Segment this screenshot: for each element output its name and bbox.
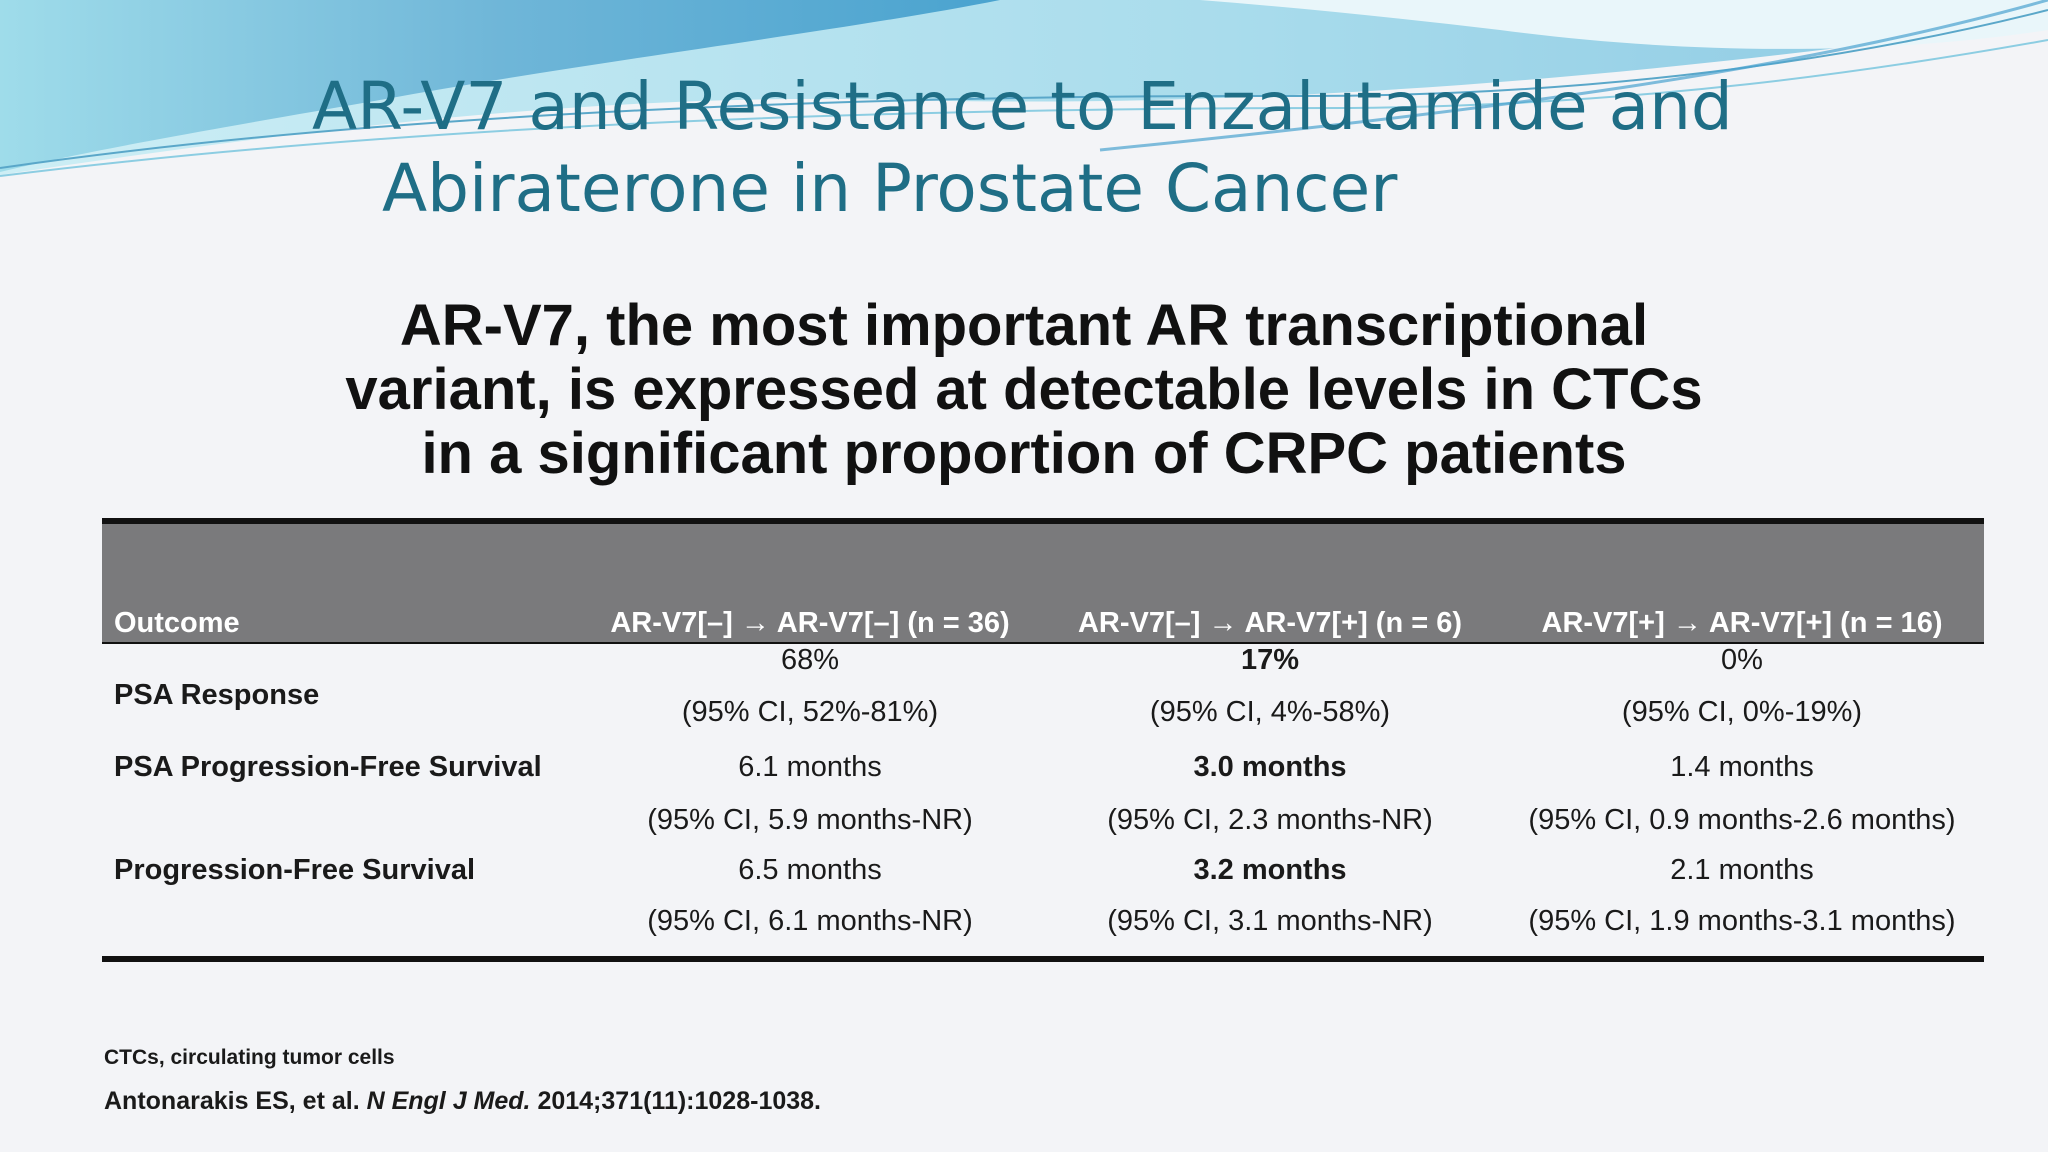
table-cell: 3.2 months — [1193, 853, 1347, 886]
table-cell: (95% CI, 0.9 months-2.6 months) — [1528, 803, 1956, 836]
table-cell: (95% CI, 3.1 months-NR) — [1040, 887, 1500, 962]
header-wave-decoration — [0, 0, 2048, 177]
subtitle-line-3: in a significant proportion of CRPC pati… — [421, 421, 1627, 486]
table-cell: (95% CI, 52%-81%) — [681, 695, 939, 728]
footnote: CTCs, circulating tumor cells — [104, 1046, 395, 1069]
subtitle-line-1: AR-V7, the most important AR transcripti… — [399, 293, 1649, 358]
table-cell: 17% — [1240, 644, 1300, 676]
slide-title-line-2: Abiraterone in Prostate Cancer — [382, 150, 1398, 227]
table-cell: 0% — [1721, 644, 1763, 676]
header-group-neg-pos: AR-V7[–] → AR-V7[+] (n = 6) — [1040, 518, 1500, 644]
citation-authors: Antonarakis ES, et al. — [104, 1087, 367, 1115]
table-cell: (95% CI, 0%-19%) — [1621, 695, 1863, 728]
table-cell: 1.4 months — [1670, 750, 1814, 783]
table-row-pfs: Progression-Free Survival 6.5 months 3.2… — [102, 853, 1984, 887]
row-label-pfs: Progression-Free Survival — [114, 853, 476, 886]
row-label-psa-response: PSA Response — [114, 679, 320, 711]
row-label-psa-pfs: PSA Progression-Free Survival — [114, 750, 542, 783]
table-cell: 6.5 months — [738, 853, 882, 886]
header-group-pos-pos: AR-V7[+] → AR-V7[+] (n = 16) — [1500, 518, 1984, 644]
table-cell: 68% — [780, 644, 840, 676]
table-row-psa-response: PSA Response 68% 17% 0% — [102, 643, 1984, 711]
table-row-psa-pfs-ci: (95% CI, 5.9 months-NR) (95% CI, 2.3 mon… — [102, 787, 1984, 853]
table-cell: 6.1 months — [738, 750, 882, 783]
table-row-psa-response-ci: (95% CI, 52%-81%) (95% CI, 4%-58%) (95% … — [102, 677, 1984, 747]
table-cell: 3.0 months — [1193, 750, 1347, 783]
table-cell: 2.1 months — [1670, 853, 1814, 886]
table-row-pfs-ci: (95% CI, 6.1 months-NR) (95% CI, 3.1 mon… — [102, 887, 1984, 962]
slide-subtitle: AR-V7, the most important AR transcripti… — [300, 294, 1748, 486]
header-outcome: Outcome — [102, 518, 580, 644]
outcomes-table: Outcome AR-V7[–] → AR-V7[–] (n = 36) AR-… — [102, 518, 1984, 962]
table-cell: (95% CI, 5.9 months-NR) — [647, 803, 973, 836]
table-cell: (95% CI, 4%-58%) — [1149, 695, 1391, 728]
table-cell: (95% CI, 6.1 months-NR) — [580, 887, 1040, 962]
citation-details: 2014;371(11):1028-1038. — [530, 1087, 822, 1115]
table-cell-empty — [102, 787, 580, 853]
header-group-neg-neg: AR-V7[–] → AR-V7[–] (n = 36) — [580, 518, 1040, 644]
table-row-psa-pfs: PSA Progression-Free Survival 6.1 months… — [102, 747, 1984, 787]
subtitle-line-2: variant, is expressed at detectable leve… — [345, 357, 1703, 422]
table-cell: (95% CI, 2.3 months-NR) — [1107, 803, 1433, 836]
table-header-row: Outcome AR-V7[–] → AR-V7[–] (n = 36) AR-… — [102, 518, 1984, 644]
citation-journal: N Engl J Med. — [366, 1087, 531, 1115]
table-cell: (95% CI, 1.9 months-3.1 months) — [1500, 887, 1984, 962]
citation: Antonarakis ES, et al. N Engl J Med. 201… — [104, 1087, 821, 1116]
table-cell-empty — [102, 887, 580, 962]
slide-title-line-1: AR-V7 and Resistance to Enzalutamide and — [312, 68, 1733, 145]
